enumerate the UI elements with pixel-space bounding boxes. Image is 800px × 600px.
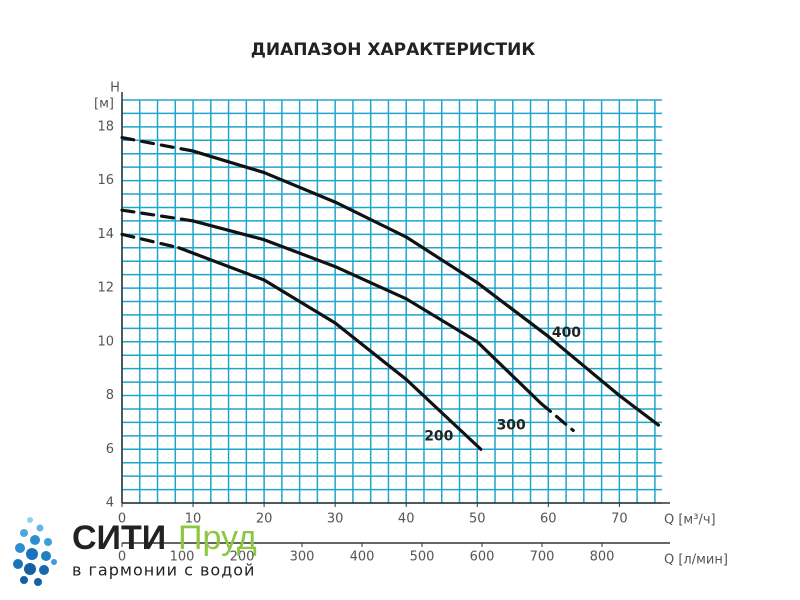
curve-segment	[120, 136, 195, 153]
x-axis-label: Q [м³/ч]	[664, 513, 716, 528]
x-tick-label: 10	[185, 512, 202, 527]
x2-tick-label: 0	[118, 550, 126, 565]
curve-segment	[546, 334, 621, 398]
curve-segment	[475, 281, 550, 339]
y-axis-label: H	[110, 81, 120, 96]
curve-segment	[333, 321, 408, 382]
curve-segment	[404, 235, 479, 285]
curve-segment	[120, 208, 195, 223]
series-label: 200	[424, 428, 453, 444]
curve-segment	[177, 246, 266, 282]
y-tick-label: 16	[97, 173, 114, 188]
y-tick-label: 6	[106, 442, 114, 457]
y-tick-label: 10	[97, 334, 114, 349]
y-tick-label: 14	[97, 227, 114, 242]
y-tick-label: 18	[97, 119, 114, 134]
curve-segment	[191, 219, 266, 242]
series-label: 300	[497, 417, 526, 433]
x-tick-label: 50	[469, 512, 486, 527]
y-tick-label: 12	[97, 281, 114, 296]
x2-tick-label: 200	[230, 550, 255, 565]
curve-segment	[404, 297, 479, 344]
x2-tick-label: 400	[350, 550, 375, 565]
x2-tick-label: 100	[170, 550, 195, 565]
logo-name: СИТИ	[72, 519, 166, 557]
logo-name-accent: Пруд	[178, 519, 257, 557]
curve-segment	[262, 170, 337, 204]
x-tick-label: 30	[327, 512, 344, 527]
curve-segment	[191, 149, 266, 175]
curve-segment	[404, 377, 483, 451]
x2-tick-label: 600	[470, 550, 495, 565]
x2-tick-label: 800	[590, 550, 615, 565]
x2-tick-label: 700	[530, 550, 555, 565]
logo-icon	[13, 517, 57, 586]
curve-segment	[262, 278, 337, 325]
chart-title: ДИАПАЗОН ХАРАКТЕРИСТИК	[251, 40, 536, 60]
curve-segment	[475, 340, 543, 406]
y-tick-label: 8	[106, 388, 114, 403]
x2-tick-label: 500	[410, 550, 435, 565]
x-tick-label: 40	[398, 512, 415, 527]
curve-segment	[617, 393, 661, 427]
y-axis-unit: [м]	[94, 97, 114, 112]
curve-segment	[262, 238, 337, 269]
curve-segment	[333, 200, 408, 239]
x-tick-label: 60	[540, 512, 557, 527]
x-tick-label: 70	[611, 512, 628, 527]
series-label: 400	[552, 325, 581, 341]
curve-segment	[120, 232, 181, 250]
y-tick-label: 4	[106, 496, 114, 511]
x2-tick-label: 300	[290, 550, 315, 565]
x2-axis-label: Q [л/мин]	[664, 553, 728, 568]
logo-tagline: в гармонии с водой	[72, 561, 255, 580]
x-tick-label: 20	[256, 512, 273, 527]
x-tick-label: 0	[118, 512, 126, 527]
curve-segment	[333, 264, 408, 301]
curve-segment	[539, 401, 575, 433]
